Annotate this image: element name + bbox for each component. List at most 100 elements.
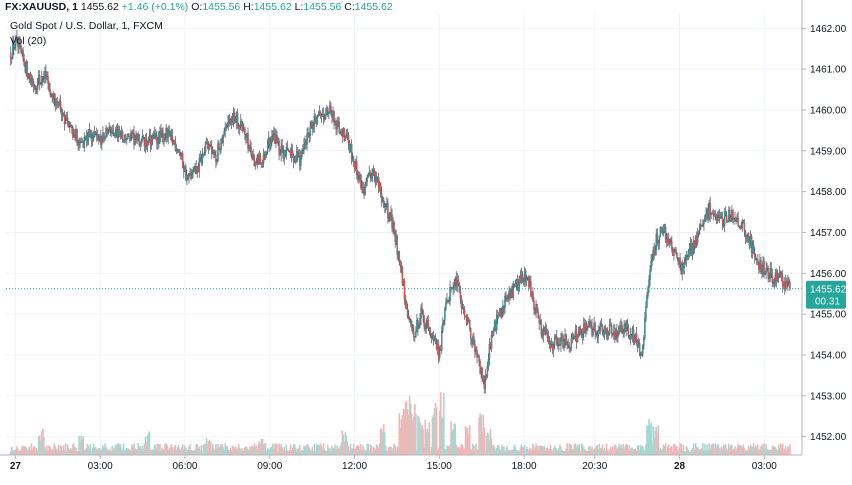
volume-bar bbox=[646, 425, 648, 455]
volume-bar bbox=[574, 443, 577, 455]
candle-body bbox=[356, 161, 358, 175]
volume-bar bbox=[114, 444, 117, 455]
volume-bar bbox=[316, 444, 319, 455]
volume-bar bbox=[240, 448, 243, 455]
candle-body bbox=[50, 93, 52, 96]
volume-bar bbox=[504, 450, 506, 455]
candle-body bbox=[264, 154, 267, 156]
volume-bar bbox=[124, 450, 127, 455]
candle-body bbox=[460, 298, 463, 308]
candle-body bbox=[107, 130, 109, 134]
candle-body bbox=[469, 320, 471, 329]
volume-bar bbox=[554, 447, 557, 455]
volume-bar bbox=[214, 449, 216, 455]
volume-bar bbox=[564, 451, 566, 455]
candle-body bbox=[390, 212, 392, 215]
volume-bar bbox=[200, 445, 203, 455]
volume-bar bbox=[605, 443, 608, 455]
volume-bar bbox=[17, 448, 19, 455]
volume-bar bbox=[503, 446, 505, 455]
volume-bar bbox=[201, 451, 204, 455]
candle-body bbox=[473, 336, 475, 345]
candle-body bbox=[562, 335, 564, 348]
volume-bar bbox=[347, 446, 350, 455]
candle-body bbox=[181, 153, 184, 168]
volume-bar bbox=[526, 448, 529, 455]
candle-body bbox=[373, 170, 376, 176]
candle-body bbox=[253, 155, 255, 167]
volume-bar bbox=[253, 443, 256, 455]
candle-body bbox=[23, 58, 25, 66]
candle-body bbox=[226, 124, 229, 127]
candle-body bbox=[597, 330, 599, 338]
candle-body bbox=[422, 310, 424, 317]
volume-bar bbox=[619, 447, 621, 455]
volume-bar bbox=[396, 447, 399, 455]
candle-body bbox=[209, 144, 212, 147]
volume-bar bbox=[566, 443, 568, 455]
candle-body bbox=[124, 134, 127, 140]
volume-bar bbox=[516, 450, 519, 455]
symbol-name[interactable]: FX:XAUUSD, 1 bbox=[5, 1, 78, 13]
candle-body bbox=[40, 82, 42, 84]
volume-bar bbox=[325, 450, 328, 455]
volume-bar bbox=[300, 450, 302, 455]
candle-body bbox=[204, 142, 207, 153]
candle-body bbox=[214, 152, 216, 156]
candle-body bbox=[188, 173, 190, 179]
candle-body bbox=[434, 339, 437, 344]
volume-bar bbox=[244, 447, 246, 455]
candle-body bbox=[589, 321, 591, 324]
volume-bar bbox=[45, 449, 47, 455]
candle-body bbox=[675, 249, 677, 254]
volume-bar bbox=[94, 446, 97, 455]
volume-bar bbox=[252, 447, 254, 455]
volume-bar bbox=[549, 444, 552, 455]
volume-bar bbox=[78, 435, 80, 455]
volume-bar bbox=[175, 450, 178, 455]
volume-bar bbox=[781, 443, 784, 455]
candle-body bbox=[47, 76, 49, 84]
volume-bar bbox=[716, 444, 719, 455]
series-legend[interactable]: Gold Spot / U.S. Dollar, 1, FXCM bbox=[10, 20, 163, 32]
candle-body bbox=[419, 318, 421, 324]
volume-bars bbox=[9, 392, 791, 455]
low-value: 1455.56 bbox=[303, 1, 342, 13]
volume-bar bbox=[121, 450, 124, 455]
last-price-badge[interactable]: 1455.62 00:31 bbox=[806, 280, 847, 309]
volume-bar bbox=[390, 447, 392, 455]
volume-bar bbox=[609, 447, 612, 455]
volume-bar bbox=[408, 395, 411, 455]
candle-body bbox=[15, 36, 17, 45]
candle-body bbox=[303, 145, 305, 151]
candle-body bbox=[301, 152, 303, 157]
volume-bar bbox=[357, 445, 359, 455]
volume-bar bbox=[336, 445, 338, 455]
last-price-badge-box bbox=[806, 280, 846, 309]
volume-bar bbox=[571, 448, 574, 455]
candle-body bbox=[20, 46, 22, 53]
volume-bar bbox=[439, 392, 442, 455]
x-tick-label: 03:00 bbox=[752, 461, 777, 472]
volume-bar bbox=[122, 443, 125, 455]
volume-legend[interactable]: Vol (20) bbox=[10, 35, 47, 47]
candle-body bbox=[399, 260, 402, 266]
volume-bar bbox=[280, 444, 282, 455]
volume-bar bbox=[107, 451, 109, 455]
volume-bar bbox=[708, 443, 710, 455]
candle-body bbox=[118, 129, 121, 137]
volume-bar bbox=[532, 443, 534, 455]
candle-body bbox=[43, 77, 45, 80]
volume-bar bbox=[409, 403, 412, 455]
candle-body bbox=[599, 323, 602, 330]
volume-bar bbox=[703, 450, 705, 455]
volume-bar bbox=[624, 445, 626, 455]
volume-bar bbox=[467, 433, 470, 455]
candle-body bbox=[238, 125, 241, 129]
volume-bar bbox=[188, 446, 190, 455]
candle-body bbox=[777, 275, 780, 277]
volume-bar bbox=[59, 445, 62, 455]
candle-body bbox=[150, 137, 153, 146]
volume-bar bbox=[591, 446, 593, 455]
